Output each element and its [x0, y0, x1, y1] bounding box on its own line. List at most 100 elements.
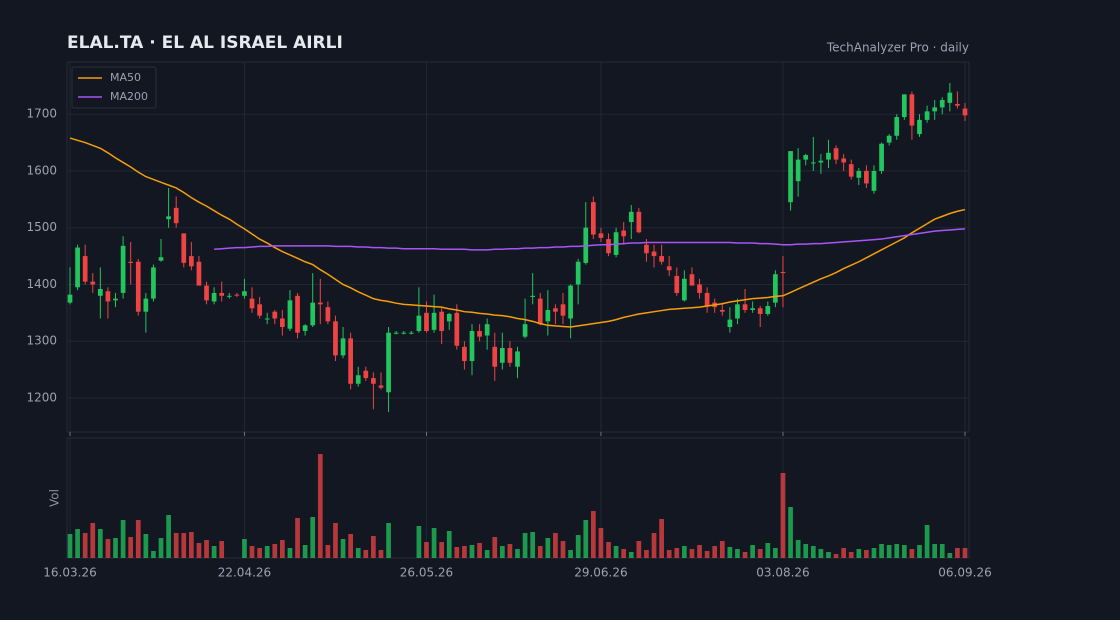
- candle-body: [666, 266, 672, 271]
- volume-bar: [446, 531, 452, 558]
- candle-body: [424, 312, 429, 331]
- candle-body: [446, 313, 452, 322]
- candle-body: [386, 332, 391, 393]
- candle-body: [568, 285, 573, 319]
- candle-body: [317, 302, 323, 305]
- candle-body: [408, 332, 414, 334]
- volume-bar: [757, 549, 763, 558]
- legend-label: MA50: [110, 71, 141, 84]
- candle-body: [295, 295, 300, 333]
- y-tick-label: 1400: [26, 277, 57, 291]
- candle-body: [287, 300, 293, 329]
- candle-body: [401, 332, 407, 334]
- volume-bar: [606, 542, 611, 558]
- candle-body: [719, 309, 725, 312]
- candle-body: [864, 170, 869, 184]
- candle-body: [871, 170, 877, 191]
- volume-bar: [196, 543, 202, 558]
- candle-body: [105, 291, 111, 302]
- candle-body: [257, 304, 262, 316]
- volume-bar: [340, 539, 346, 558]
- candle-body: [697, 284, 702, 293]
- candle-body: [151, 267, 156, 299]
- candle-body: [879, 143, 884, 171]
- volume-bar: [492, 537, 498, 558]
- volume-bar: [317, 454, 323, 558]
- volume-bar: [469, 545, 475, 558]
- candle-body: [856, 170, 862, 178]
- x-tick-label: 29.06.26: [574, 566, 627, 580]
- y-tick-label: 1500: [26, 220, 57, 234]
- volume-bar: [917, 545, 922, 558]
- candle-body: [204, 285, 209, 301]
- volume-bar: [879, 544, 884, 558]
- candle-body: [636, 211, 642, 233]
- volume-bar: [431, 528, 437, 558]
- candle-body: [522, 324, 528, 337]
- volume-bar: [621, 549, 627, 558]
- x-tick-label: 03.08.26: [756, 566, 809, 580]
- candle-body: [302, 325, 308, 331]
- volume-bar: [462, 546, 467, 558]
- candle-body: [454, 312, 460, 346]
- candle-body: [932, 107, 938, 112]
- volume-bar: [894, 544, 900, 558]
- volume-bar: [735, 549, 740, 558]
- volume-bar: [818, 549, 824, 558]
- volume-bar: [113, 538, 118, 558]
- candle-body: [189, 256, 194, 267]
- volume-bar: [719, 541, 725, 558]
- candle-body: [530, 295, 536, 297]
- volume-bar: [424, 542, 429, 558]
- volume-bar: [264, 546, 270, 558]
- candle-body: [841, 158, 846, 163]
- ma-line: [214, 228, 966, 251]
- volume-bar: [386, 523, 391, 558]
- volume-bar: [689, 549, 695, 558]
- candle-body: [628, 211, 634, 223]
- candle-body: [378, 385, 384, 388]
- volume-bar: [272, 544, 278, 558]
- volume-bar: [522, 533, 528, 558]
- volume-bar: [644, 550, 649, 558]
- volume-bar: [583, 520, 589, 558]
- candle-body: [917, 119, 922, 135]
- volume-bar: [810, 546, 816, 558]
- candle-body: [439, 311, 445, 331]
- candle-body: [272, 311, 278, 319]
- volume-bar: [166, 515, 171, 558]
- volume-bar: [545, 538, 551, 558]
- candle-body: [924, 111, 930, 120]
- candle-body: [575, 261, 581, 285]
- volume-bar: [651, 533, 657, 558]
- volume-bar: [750, 545, 755, 558]
- candle-body: [340, 338, 346, 356]
- candle-body: [75, 247, 80, 288]
- y-tick-label: 1200: [26, 390, 57, 404]
- candle-body: [560, 304, 566, 316]
- candle-body: [393, 332, 399, 334]
- candle-body: [143, 298, 149, 312]
- candle-body: [750, 308, 755, 310]
- ma-line: [69, 137, 966, 328]
- candle-body: [507, 348, 513, 363]
- volume-bar: [901, 545, 907, 558]
- candle-body: [545, 309, 551, 322]
- candle-body: [742, 304, 748, 310]
- candle-body: [325, 307, 331, 322]
- x-tick-label: 26.05.26: [400, 566, 453, 580]
- volume-bar: [348, 534, 353, 558]
- volume-bar: [439, 542, 445, 558]
- volume-bar: [788, 507, 793, 558]
- volume-bar: [75, 529, 80, 558]
- candle-body: [310, 302, 316, 326]
- candle-body: [515, 351, 520, 367]
- chart-title: ELAL.TA · EL AL ISRAEL AIRLI: [67, 33, 343, 53]
- candle-body: [833, 148, 839, 160]
- volume-bar: [704, 551, 710, 558]
- candle-body: [848, 164, 854, 177]
- volume-bar: [507, 544, 513, 558]
- candle-body: [939, 100, 945, 108]
